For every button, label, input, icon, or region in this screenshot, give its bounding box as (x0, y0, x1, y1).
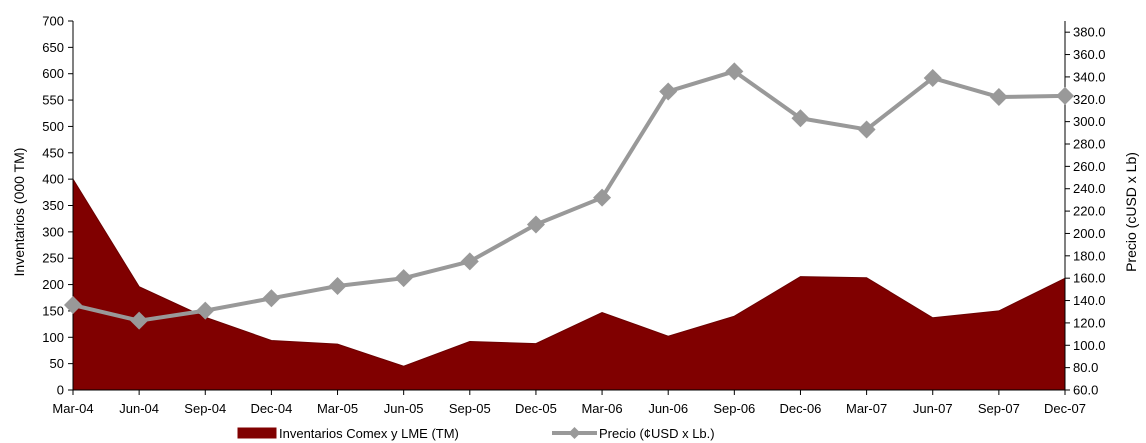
y2-axis-title: Precio (cUSD x Lb) (1123, 152, 1139, 272)
price-marker (130, 311, 149, 330)
price-marker (394, 269, 413, 288)
y2-tick-label: 180.0 (1073, 248, 1106, 263)
y-tick-label: 350 (42, 198, 64, 213)
y-tick-label: 400 (42, 172, 64, 187)
x-tick-label: Mar-06 (581, 401, 622, 416)
y2-tick-label: 100.0 (1073, 338, 1106, 353)
x-tick-label: Jun-07 (913, 401, 953, 416)
x-tick-label: Dec-04 (250, 401, 292, 416)
y-tick-label: 150 (42, 303, 64, 318)
y2-tick-label: 320.0 (1073, 92, 1106, 107)
y2-tick-label: 120.0 (1073, 315, 1106, 330)
price-marker (857, 120, 876, 139)
x-tick-label: Mar-04 (52, 401, 93, 416)
x-tick-label: Mar-07 (846, 401, 887, 416)
y-tick-label: 600 (42, 66, 64, 81)
price-marker (262, 289, 281, 308)
y-axis-title: Inventarios (000 TM) (11, 148, 27, 277)
y-tick-label: 100 (42, 330, 64, 345)
price-marker (328, 277, 347, 296)
y2-tick-label: 220.0 (1073, 204, 1106, 219)
price-marker (196, 301, 215, 320)
x-tick-label: Dec-07 (1044, 401, 1086, 416)
tick-labels-layer: 0 50 100 150 200 250 300 350 400 450 500 550 600 650 7… (42, 14, 1105, 417)
y2-tick-label: 280.0 (1073, 137, 1106, 152)
y-tick-label: 250 (42, 251, 64, 266)
y-tick-label: 50 (50, 356, 64, 371)
price-line (72, 69, 1066, 323)
y2-tick-label: 200.0 (1073, 226, 1106, 241)
y2-tick-label: 140.0 (1073, 293, 1106, 308)
legend-marker-price (568, 427, 581, 439)
y-tick-label: 0 (57, 383, 64, 398)
axes-layer (68, 20, 1070, 395)
x-tick-label: Sep-07 (978, 401, 1020, 416)
y-tick-label: 500 (42, 119, 64, 134)
x-tick-label: Dec-06 (780, 401, 822, 416)
price-marker (593, 188, 612, 207)
y2-tick-label: 360.0 (1073, 47, 1106, 62)
y-tick-label: 550 (42, 93, 64, 108)
price-marker (526, 215, 545, 234)
y-tick-label: 200 (42, 277, 64, 292)
x-tick-label: Jun-05 (384, 401, 424, 416)
legend-label-inventory: Inventarios Comex y LME (TM) (279, 426, 459, 441)
y2-tick-label: 80.0 (1073, 360, 1098, 375)
price-marker (1056, 86, 1074, 105)
price-marker (725, 62, 744, 81)
legend-label-price: Precio (¢USD x Lb.) (599, 426, 715, 441)
price-marker (659, 82, 678, 101)
x-tick-label: Mar-05 (317, 401, 358, 416)
y2-tick-label: 160.0 (1073, 271, 1106, 286)
x-tick-label: Sep-06 (713, 401, 755, 416)
price-marker (791, 109, 810, 128)
legend-swatch-inventory (237, 427, 277, 439)
price-marker (64, 296, 82, 315)
x-tick-label: Jun-04 (119, 401, 159, 416)
y-tick-label: 450 (42, 145, 64, 160)
y2-tick-label: 260.0 (1073, 159, 1106, 174)
y2-tick-label: 60.0 (1073, 383, 1098, 398)
x-tick-label: Dec-05 (515, 401, 557, 416)
y2-tick-label: 340.0 (1073, 69, 1106, 84)
price-marker (989, 88, 1008, 107)
y2-tick-label: 240.0 (1073, 181, 1106, 196)
price-marker (923, 69, 942, 88)
y-tick-label: 700 (42, 14, 64, 29)
y-tick-label: 300 (42, 224, 64, 239)
price-line-layer (64, 62, 1074, 330)
x-tick-label: Sep-04 (184, 401, 226, 416)
price-marker (460, 252, 479, 271)
x-tick-label: Jun-06 (648, 401, 688, 416)
x-tick-label: Sep-05 (449, 401, 491, 416)
y-tick-label: 650 (42, 40, 64, 55)
legend: Inventarios Comex y LME (TM) Precio (¢US… (237, 426, 715, 441)
y2-tick-label: 380.0 (1073, 25, 1106, 40)
y2-tick-label: 300.0 (1073, 114, 1106, 129)
